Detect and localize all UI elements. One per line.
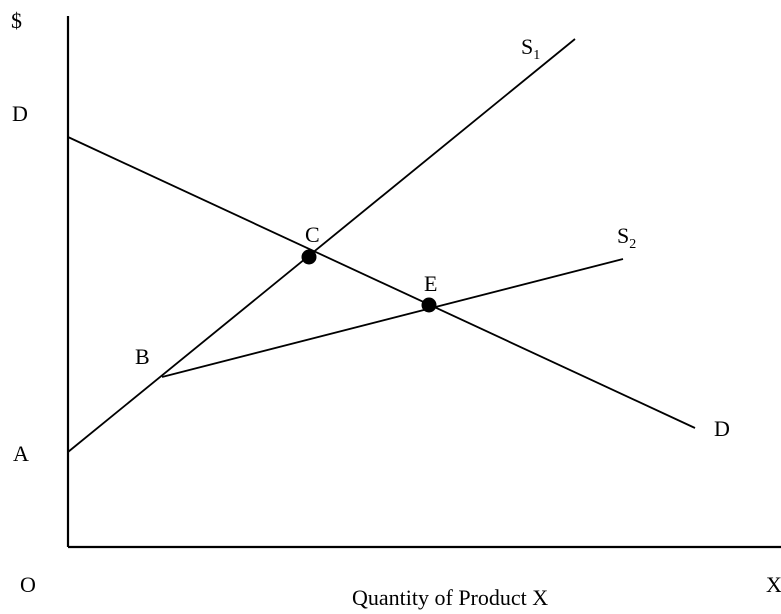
s1-label-main: S xyxy=(521,34,533,59)
s1-label-sub: 1 xyxy=(533,48,540,63)
demand-intercept-label: D xyxy=(12,101,28,126)
supply-curve-s2 xyxy=(161,258,624,378)
s2-label-sub: 2 xyxy=(629,237,636,252)
supply-curve-s1 xyxy=(67,38,576,453)
x-axis-title: Quantity of Product X xyxy=(352,585,548,610)
demand-curve xyxy=(67,136,696,429)
point-c-label: C xyxy=(305,222,320,247)
y-axis-label: $ xyxy=(11,8,22,33)
x-axis-end-label: X xyxy=(766,572,781,597)
s2-label-main: S xyxy=(617,223,629,248)
point-e-label: E xyxy=(424,271,437,296)
point-c-marker xyxy=(301,249,317,265)
supply-intercept-label: A xyxy=(13,441,29,466)
origin-label: O xyxy=(20,572,36,597)
s1-label: S1 xyxy=(521,34,540,63)
point-b-label: B xyxy=(135,344,150,369)
s2-label: S2 xyxy=(617,223,636,252)
point-e-marker xyxy=(421,297,437,313)
demand-curve-label: D xyxy=(714,416,730,441)
